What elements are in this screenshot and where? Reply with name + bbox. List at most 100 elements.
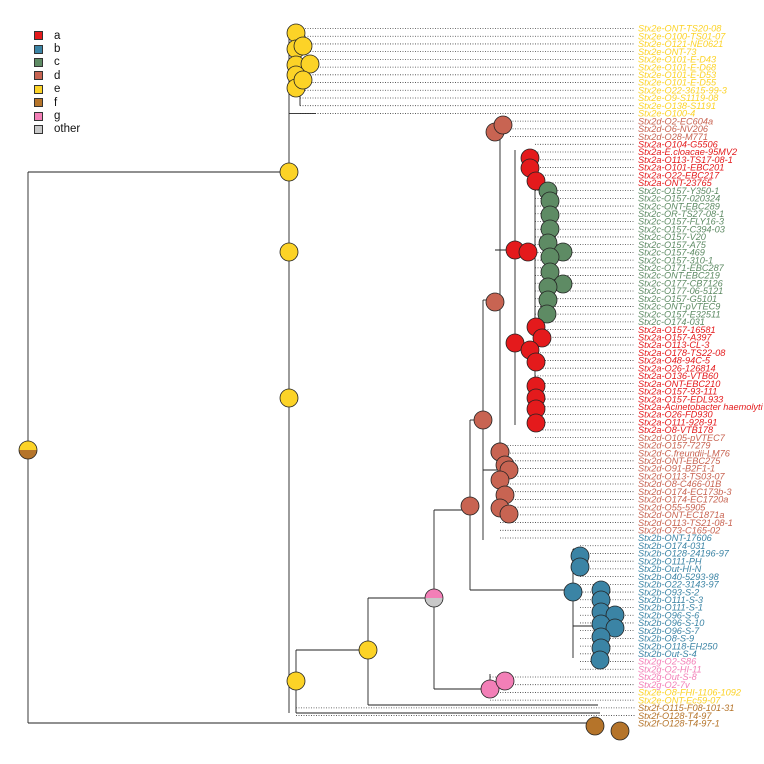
tip-label: Stx2c-O177-CB7126 — [638, 278, 724, 288]
tip-label: Stx2d-O113-TS21-08-1 — [638, 518, 733, 528]
tip-label: Stx2d-O91-B2F1-1 — [638, 464, 715, 474]
tip-label: Stx2f-O128-T4-97 — [638, 711, 712, 721]
node-marker-f — [610, 721, 630, 741]
tip-label: Stx2e-O9-S1119-08 — [638, 93, 719, 103]
tip-label: Stx2a-O111-928-91 — [638, 417, 717, 427]
tip-label: Stx2d-O105-pVTEC7 — [638, 433, 726, 443]
tip-label: Stx2d-O8-C466-01B — [638, 479, 721, 489]
tip-label: Stx2b-O111-S-3 — [638, 595, 704, 605]
legend-swatch-g — [34, 111, 43, 121]
tip-label: Stx2c-O174-031 — [638, 317, 705, 327]
legend-label: c — [54, 56, 60, 69]
node-markers — [18, 23, 630, 741]
node-marker-g — [495, 671, 515, 691]
pie-slice — [425, 598, 443, 607]
tip-label: Stx2c-ONT-EBC289 — [638, 201, 720, 211]
tip-label: Stx2g-O2-S86 — [638, 657, 697, 667]
tip-label: Stx2e-O100-TS01-07 — [638, 31, 726, 41]
tip-label: Stx2b-O40-5293-98 — [638, 572, 720, 582]
tip-label: Stx2e-ONT-Ec59-07 — [638, 695, 721, 705]
node-marker-d — [473, 410, 493, 430]
node-marker-e — [293, 36, 313, 56]
tip-label: Stx2d-O174-EC173b-3 — [638, 487, 732, 497]
tip-label: Stx2a-Acinetobacter haemolyti — [638, 402, 764, 412]
tip-label: Stx2b-O174-031 — [638, 541, 705, 551]
tip-label: Stx2f-O115-F08-101-31 — [638, 703, 734, 713]
node-marker-d — [499, 504, 519, 524]
tip-label: Stx2a-O26-126814 — [638, 363, 716, 373]
legend-label: f — [54, 96, 58, 109]
tip-label: Stx2g-O2-HI-11 — [638, 664, 702, 674]
tip-label: Stx2b-Out-HI-N — [638, 564, 702, 574]
tip-label: Stx2e-O22-3615-99-3 — [638, 85, 728, 95]
tip-label: Stx2g-Out-S-8 — [638, 672, 698, 682]
tip-label: Stx2d-O174-EC1720a — [638, 495, 728, 505]
tip-label: Stx2e-O101-E-D53 — [638, 70, 717, 80]
tip-label: Stx2c-O157-E32511 — [638, 309, 721, 319]
legend-swatch-other — [34, 124, 43, 134]
tip-label: Stx2a-O136-VTB60 — [638, 371, 719, 381]
tip-label: Stx2d-ONT-EBC275 — [638, 456, 721, 466]
tip-label: Stx2a-O113-CL-3 — [638, 340, 710, 350]
tip-label: Stx2d-O6-NV206 — [638, 124, 709, 134]
tip-label: Stx2a-ONT-EBC210 — [638, 379, 721, 389]
tip-label: Stx2c-O157-020324 — [638, 194, 720, 204]
node-marker-e — [300, 54, 320, 74]
node-marker-a — [526, 413, 546, 433]
tip-label: Stx2c-O157-Y350-1 — [638, 186, 719, 196]
tip-label: Stx2d-O55-5905 — [638, 502, 706, 512]
tip-label: Stx2d-O2-EC604a — [638, 116, 713, 126]
branches — [27, 28, 600, 724]
tip-label: Stx2b-O111-S-1 — [638, 603, 703, 613]
tip-label: Stx2e-O101-E-D43 — [638, 55, 717, 65]
node-marker-b — [590, 650, 610, 670]
tip-label: Stx2e-ONT-73 — [638, 47, 697, 57]
node-marker-d — [485, 292, 505, 312]
legend-swatch-c — [34, 57, 43, 67]
tip-label: Stx2c-O177-06-5121 — [638, 286, 723, 296]
tip-label: Stx2a-ONT-23765 — [638, 178, 713, 188]
tip-label: Stx2b-O128-24196-97 — [638, 549, 730, 559]
tip-labels: Stx2e-ONT-TS20-08Stx2e-O100-TS01-07Stx2e… — [638, 24, 764, 729]
tip-label: Stx2e-O121-NE0621 — [638, 39, 723, 49]
legend: a b c d e f g other — [34, 29, 80, 136]
node-marker-b — [563, 582, 583, 602]
mixed-node-marker — [424, 588, 444, 608]
legend-item-d: d — [34, 69, 80, 82]
tip-label: Stx2c-O157-469 — [638, 248, 705, 258]
node-marker-b — [570, 557, 590, 577]
pie-slice — [425, 589, 443, 598]
pie-slice — [19, 450, 37, 459]
tip-label: Stx2b-Out-S-4 — [638, 649, 697, 659]
tip-label: Stx2e-O100-4 — [638, 109, 695, 119]
legend-item-f: f — [34, 96, 80, 109]
tip-label: Stx2a-O157-16581 — [638, 325, 716, 335]
tip-label: Stx2c-O157-V20 — [638, 232, 707, 242]
tip-label: Stx2a-E.cloacae-95MV2 — [638, 147, 737, 157]
node-marker-e — [279, 242, 299, 262]
root-node-marker — [18, 440, 38, 460]
tip-label: Stx2a-O113-TS17-08-1 — [638, 155, 733, 165]
node-marker-e — [358, 640, 378, 660]
tip-label: Stx2g-O2-7v — [638, 680, 691, 690]
pie-slice — [19, 441, 37, 450]
tip-label: Stx2a-O48-94C-5 — [638, 356, 711, 366]
tip-label: Stx2c-ONT-EBC219 — [638, 271, 720, 281]
legend-item-b: b — [34, 42, 80, 55]
tip-label: Stx2c-O157-A75 — [638, 240, 707, 250]
node-marker-a — [532, 328, 552, 348]
node-marker-f — [585, 716, 605, 736]
tip-label: Stx2d-O73-C165-02 — [638, 526, 720, 536]
node-marker-d — [460, 496, 480, 516]
tip-label: Stx2d-C.freundii-LM76 — [638, 448, 731, 458]
tip-label: Stx2b-O111-PH — [638, 556, 702, 566]
tip-label: Stx2c-O171-EBC287 — [638, 263, 725, 273]
tip-label: Stx2a-O157-93-111 — [638, 387, 717, 397]
tip-label: Stx2b-O93-S-2 — [638, 587, 699, 597]
tip-label: Stx2a-O178-TS22-08 — [638, 348, 726, 358]
node-marker-g — [480, 679, 500, 699]
tip-label: Stx2d-O157-7279 — [638, 441, 711, 451]
tip-label: Stx2d-ONT-EC1871a — [638, 510, 724, 520]
pie-outline — [424, 588, 444, 608]
